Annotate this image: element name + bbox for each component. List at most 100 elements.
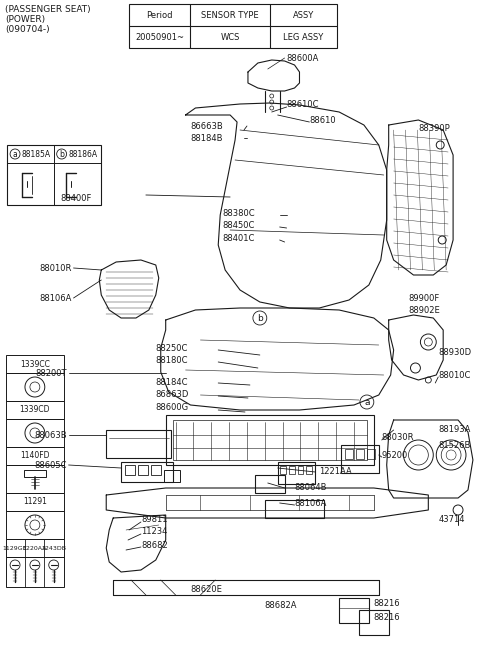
Text: 88184B: 88184B <box>191 133 223 143</box>
Text: 88010R: 88010R <box>39 264 72 272</box>
Bar <box>359 610 389 635</box>
Text: Period: Period <box>146 11 173 19</box>
Text: 1221AA: 1221AA <box>319 467 352 477</box>
Circle shape <box>10 560 20 570</box>
Text: (090704-): (090704-) <box>5 25 50 33</box>
Text: 88600A: 88600A <box>287 54 319 62</box>
Text: (PASSENGER SEAT): (PASSENGER SEAT) <box>5 5 91 13</box>
Bar <box>6 373 64 401</box>
Text: 88600G: 88600G <box>156 404 189 412</box>
Text: 1339CD: 1339CD <box>20 406 50 414</box>
Bar <box>166 415 374 465</box>
Text: 89811: 89811 <box>141 515 168 525</box>
Text: 1220AA: 1220AA <box>23 546 47 550</box>
Circle shape <box>253 311 267 325</box>
Text: 88682A: 88682A <box>265 600 297 610</box>
Text: 88010C: 88010C <box>438 371 470 380</box>
Text: 88610C: 88610C <box>287 100 319 108</box>
Text: 88030R: 88030R <box>382 434 414 442</box>
Bar <box>6 557 64 587</box>
Text: 81526B: 81526B <box>438 440 470 450</box>
Text: 88180C: 88180C <box>156 355 188 365</box>
Bar <box>341 445 379 473</box>
Bar <box>121 462 173 482</box>
Text: b: b <box>257 313 263 323</box>
Circle shape <box>30 382 40 392</box>
Circle shape <box>270 94 274 98</box>
Text: 88401C: 88401C <box>222 234 254 242</box>
Circle shape <box>30 428 40 438</box>
Bar <box>164 470 180 482</box>
Text: 88400F: 88400F <box>60 193 91 203</box>
Circle shape <box>404 440 433 470</box>
Text: LEG ASSY: LEG ASSY <box>283 33 324 42</box>
Text: 1339CC: 1339CC <box>20 359 50 369</box>
Bar <box>298 466 303 474</box>
Bar <box>6 401 64 419</box>
Circle shape <box>408 445 428 465</box>
Bar <box>6 355 64 373</box>
Bar <box>106 430 171 458</box>
Circle shape <box>438 236 446 244</box>
Circle shape <box>270 106 274 110</box>
Text: 88106A: 88106A <box>295 499 327 507</box>
Text: 88185A: 88185A <box>22 149 51 159</box>
Circle shape <box>30 520 40 530</box>
Bar <box>356 449 364 459</box>
Text: 88610: 88610 <box>310 116 336 125</box>
Text: a: a <box>364 398 370 406</box>
Bar <box>367 449 375 459</box>
Text: 88106A: 88106A <box>39 293 72 303</box>
Text: 88216: 88216 <box>374 598 400 608</box>
Bar <box>125 465 135 475</box>
Text: WCS: WCS <box>220 33 240 42</box>
Bar <box>278 462 315 484</box>
Bar <box>138 465 148 475</box>
Text: 86863D: 86863D <box>156 390 189 398</box>
Text: b: b <box>59 149 64 159</box>
Circle shape <box>57 149 67 159</box>
Bar <box>255 475 285 493</box>
Text: 88184C: 88184C <box>156 378 188 386</box>
Bar <box>6 465 64 493</box>
Circle shape <box>425 377 432 383</box>
Bar <box>339 598 369 623</box>
Text: 88200T: 88200T <box>35 369 67 378</box>
Text: 88390P: 88390P <box>419 124 450 133</box>
Text: 88250C: 88250C <box>156 343 188 353</box>
Circle shape <box>436 440 466 470</box>
Bar <box>345 449 353 459</box>
Circle shape <box>49 560 59 570</box>
Text: 88620E: 88620E <box>191 586 222 594</box>
Bar <box>151 465 161 475</box>
Text: 11234: 11234 <box>141 527 168 537</box>
Text: 89900F: 89900F <box>408 293 440 303</box>
Text: 88216: 88216 <box>374 614 400 623</box>
Bar <box>129 4 337 48</box>
Bar <box>6 539 64 557</box>
Text: 86663B: 86663B <box>191 122 223 131</box>
Bar <box>306 466 312 474</box>
Text: 11291: 11291 <box>23 497 47 507</box>
Circle shape <box>441 445 461 465</box>
Bar <box>6 419 64 447</box>
Circle shape <box>25 423 45 443</box>
Text: 88450C: 88450C <box>222 220 254 230</box>
Circle shape <box>424 338 432 346</box>
Text: 1129GE: 1129GE <box>3 546 27 550</box>
Text: ASSY: ASSY <box>293 11 314 19</box>
Bar <box>265 500 324 518</box>
Bar <box>288 466 295 474</box>
Circle shape <box>410 363 420 373</box>
Circle shape <box>420 334 436 350</box>
Bar <box>280 466 286 474</box>
Bar <box>6 447 64 465</box>
Text: 95200: 95200 <box>382 450 408 459</box>
Circle shape <box>436 141 444 149</box>
Text: 1243DB: 1243DB <box>41 546 66 550</box>
Text: 88380C: 88380C <box>222 208 255 218</box>
Circle shape <box>30 560 40 570</box>
Bar <box>24 470 46 477</box>
Bar <box>6 493 64 511</box>
Text: SENSOR TYPE: SENSOR TYPE <box>201 11 259 19</box>
